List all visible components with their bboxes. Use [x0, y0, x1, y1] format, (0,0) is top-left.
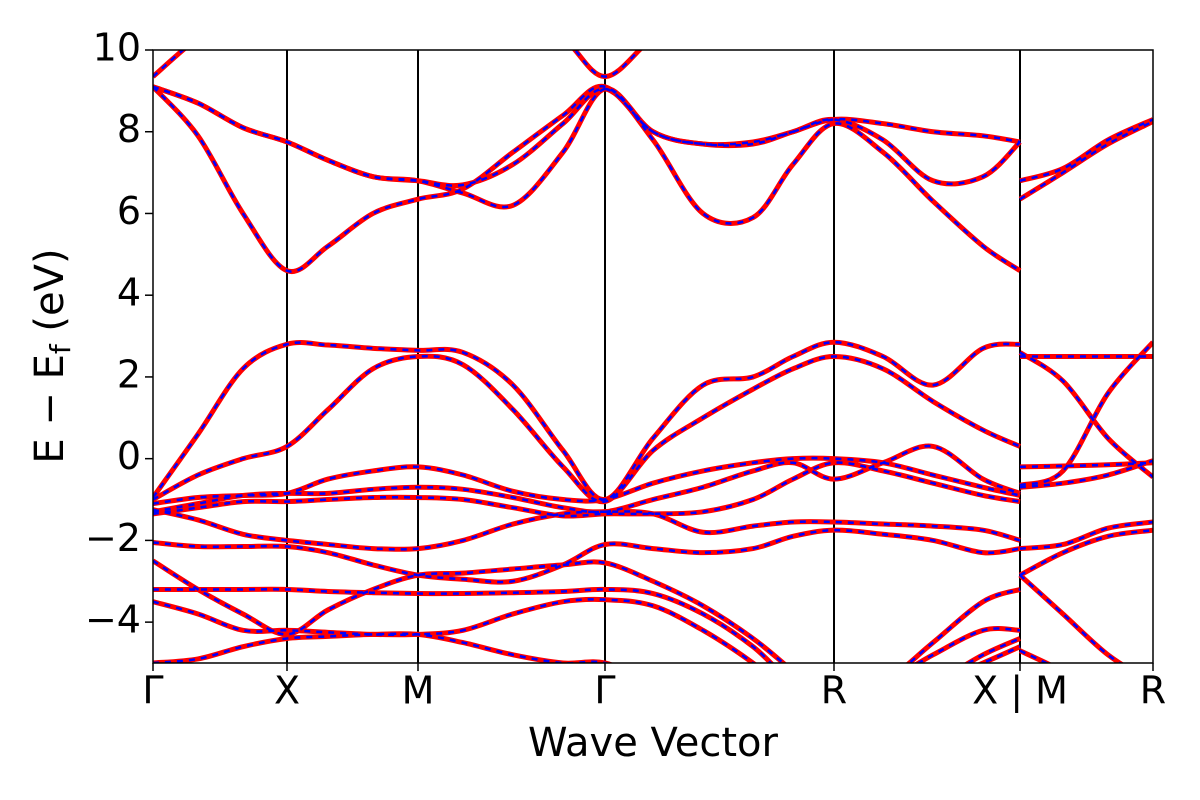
x-tick-label: M — [402, 669, 435, 713]
band-line — [1019, 574, 1122, 663]
y-tick-label: 8 — [117, 107, 141, 151]
band-line — [1019, 117, 1153, 184]
ticks: Γ X M Γ R X | M R −4 −2 0 2 4 6 8 10 — [85, 26, 1166, 714]
band-line — [1019, 459, 1153, 489]
y-tick-label: 10 — [93, 26, 141, 70]
y-tick-label: −2 — [85, 516, 141, 560]
y-label-sub: f — [44, 343, 77, 354]
band-line — [153, 353, 1022, 505]
band-line — [153, 50, 642, 78]
x-tick-label: R — [821, 669, 847, 713]
band-line — [1019, 528, 1153, 577]
plot-frame — [152, 49, 1154, 664]
y-label-main: E − E — [27, 354, 73, 464]
x-tick-label: Γ — [594, 669, 615, 713]
band-line — [153, 84, 1021, 210]
x-tick-label: X — [274, 669, 300, 713]
band-line — [1019, 351, 1153, 479]
band-line — [1019, 120, 1153, 201]
bands — [153, 50, 1153, 663]
band-line — [153, 588, 1021, 663]
y-tick-label: −4 — [85, 598, 141, 642]
y-axis-label: E − Ef (eV) — [27, 248, 77, 463]
band-line — [1019, 461, 1153, 469]
band-line — [153, 340, 1021, 501]
band-line — [153, 596, 1022, 663]
band-line — [153, 559, 1021, 663]
y-tick-label: 4 — [117, 271, 141, 315]
band-line — [153, 461, 1021, 518]
y-label-unit: (eV) — [27, 248, 73, 344]
band-line — [1019, 340, 1153, 488]
band-line — [153, 85, 1021, 273]
x-tick-label: Γ — [142, 669, 163, 713]
y-tick-label: 0 — [117, 434, 141, 478]
x-tick-label: R — [1140, 669, 1166, 713]
y-tick-label: 6 — [117, 189, 141, 233]
band-line — [153, 85, 1021, 187]
band-line — [153, 444, 1021, 514]
band-line — [153, 528, 1021, 584]
band-line — [153, 632, 1021, 663]
y-tick-label: 2 — [117, 352, 141, 396]
band-line — [1018, 648, 1053, 663]
x-tick-label: X | M — [972, 669, 1068, 714]
x-axis-label: Wave Vector — [528, 720, 779, 766]
band-line — [1019, 519, 1153, 552]
